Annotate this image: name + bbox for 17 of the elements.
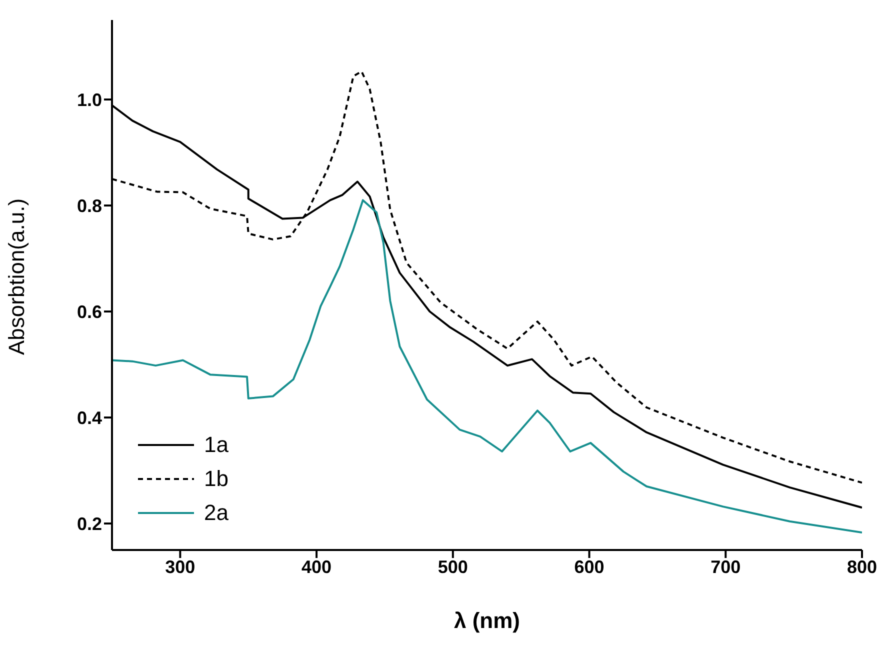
y-tick-label: 0.8: [76, 196, 102, 216]
legend-label: 2a: [204, 500, 228, 526]
x-tick-label: 800: [846, 556, 878, 577]
y-tick-label: 1.0: [76, 90, 102, 110]
x-tick-label: 600: [574, 556, 604, 577]
y-axis-title: Absorbtion(a.u.): [4, 198, 29, 355]
legend-label: 1b: [204, 466, 228, 492]
x-tick-label: 400: [302, 556, 332, 577]
line-series: [112, 199, 862, 534]
x-axis-title: λ (nm): [454, 608, 520, 633]
x-tick-label: 500: [438, 556, 468, 577]
x-tick-label: 300: [165, 556, 196, 577]
y-tick-label: 0.4: [76, 408, 102, 428]
y-tick-label: 0.2: [76, 514, 102, 534]
legend-label: 1a: [204, 432, 228, 458]
y-tick-label: 0.6: [76, 302, 102, 322]
x-tick-label: 700: [710, 556, 741, 577]
